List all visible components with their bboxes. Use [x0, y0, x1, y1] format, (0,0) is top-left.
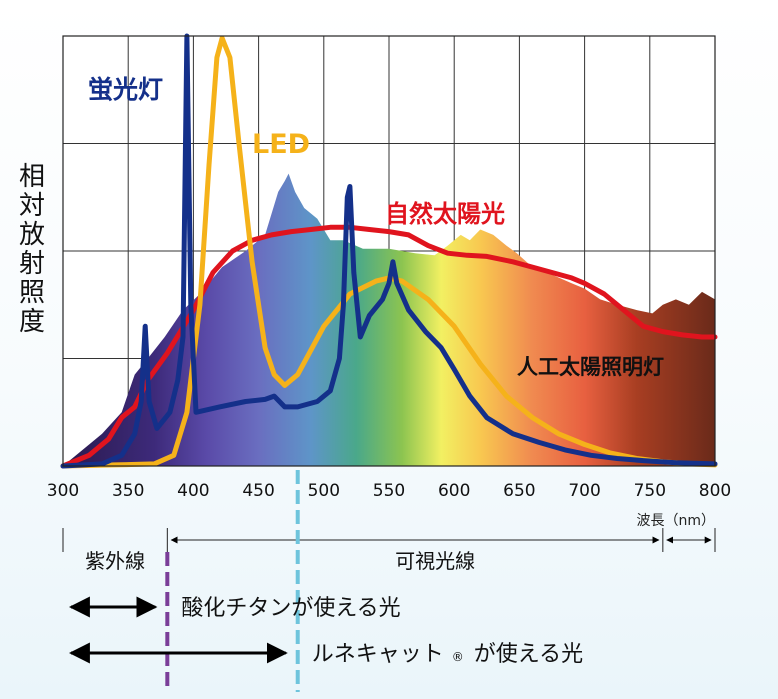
effective-range-label: ルネキャット ® が使える光: [312, 642, 583, 667]
x-tick-label: 750: [634, 481, 666, 501]
series-label-artificial-sun: 人工太陽照明灯: [517, 355, 664, 379]
x-tick-label: 550: [373, 481, 405, 501]
y-axis-label: 相対放射照度: [19, 162, 45, 337]
series-line-led: [60, 35, 718, 469]
x-tick-label: 350: [112, 481, 144, 501]
x-axis-label: 波長（nm）: [636, 513, 715, 529]
x-tick-label: 500: [308, 481, 340, 501]
x-tick-label: 800: [699, 481, 731, 501]
series-label-sunlight: 自然太陽光: [385, 200, 505, 228]
x-tick-label: 650: [503, 481, 535, 501]
series-line-sunlight: [60, 224, 718, 469]
range-label-uv: 紫外線: [85, 549, 145, 573]
area-layer: [63, 173, 715, 466]
x-tick-label: 300: [47, 481, 79, 501]
series-label-led: LED: [252, 129, 310, 160]
series-label-fluorescent: 蛍光灯: [88, 75, 163, 104]
series-area-artificial-sun: [63, 173, 715, 466]
range-label-visible: 可視光線: [395, 549, 475, 573]
x-tick-labels: 300 350 400 450 500 550 600 650 700 750 800: [47, 481, 731, 501]
x-tick-label: 400: [177, 481, 209, 501]
x-tick-label: 600: [438, 481, 470, 501]
series-line-fluorescent: [60, 33, 718, 469]
x-tick-label: 700: [568, 481, 600, 501]
plot-frame: [62, 35, 716, 467]
effective-range-label: 酸化チタンが使える光: [181, 596, 400, 621]
line-layer: [60, 33, 718, 469]
x-tick-label: 450: [242, 481, 274, 501]
